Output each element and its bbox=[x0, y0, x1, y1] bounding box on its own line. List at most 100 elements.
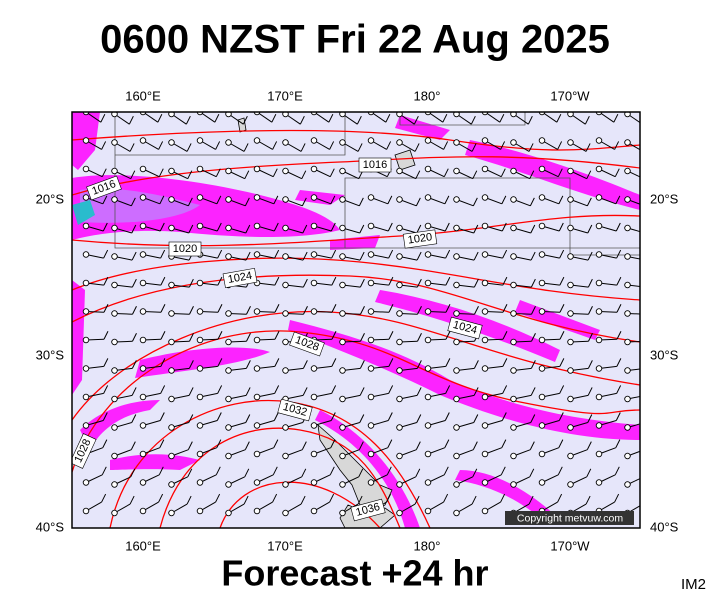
map-area: 1016 1016 1020 1020 1024 1024 1028 1028 … bbox=[72, 112, 649, 528]
wind-barb bbox=[473, 224, 479, 234]
wind-barb bbox=[339, 224, 346, 232]
wind-barb bbox=[196, 507, 204, 515]
wind-barb bbox=[396, 253, 403, 260]
wind-barb bbox=[139, 422, 147, 429]
wind-barb bbox=[616, 249, 622, 259]
wind-barb bbox=[567, 395, 574, 403]
wind-barb bbox=[413, 115, 419, 125]
wind-barb bbox=[139, 507, 147, 515]
wind-barb bbox=[225, 139, 232, 146]
wind-barb bbox=[339, 395, 346, 403]
wind-barb bbox=[217, 303, 223, 313]
map-frame bbox=[71, 111, 641, 529]
wind-barb bbox=[624, 310, 631, 317]
wind-barb bbox=[595, 479, 603, 486]
wind-barb bbox=[310, 308, 318, 315]
wind-barb bbox=[253, 450, 261, 458]
wind-barb bbox=[139, 450, 147, 458]
wind-barb bbox=[310, 365, 318, 372]
wind-barb bbox=[139, 251, 147, 258]
wind-barb bbox=[453, 367, 460, 374]
wind-barb bbox=[111, 310, 118, 317]
wind-barb bbox=[310, 393, 318, 401]
wind-barb bbox=[424, 479, 432, 486]
wind-barb bbox=[415, 197, 421, 207]
wind-barb bbox=[396, 452, 403, 460]
wind-barb bbox=[245, 224, 251, 234]
wind-barb bbox=[538, 336, 546, 344]
wind-barb bbox=[424, 165, 432, 173]
wind-barb bbox=[329, 466, 335, 476]
wind-barb bbox=[387, 195, 393, 205]
wind-barb bbox=[510, 481, 517, 488]
wind-barb bbox=[396, 424, 403, 431]
wind-barb bbox=[225, 112, 232, 118]
lon-label: 170°W bbox=[550, 88, 590, 103]
wind-barb bbox=[616, 331, 622, 340]
wind-barb bbox=[586, 441, 592, 450]
wind-barb bbox=[595, 308, 603, 315]
footer: Forecast +24 hr bbox=[221, 553, 488, 594]
wind-barb bbox=[481, 137, 489, 144]
wind-barb bbox=[253, 194, 261, 201]
wind-barb bbox=[310, 279, 318, 287]
isobar-label: 1020 bbox=[407, 231, 433, 246]
wind-barb bbox=[530, 387, 536, 396]
wind-barb bbox=[444, 222, 450, 232]
wind-barb bbox=[388, 303, 394, 313]
wind-barb bbox=[217, 331, 223, 340]
wind-barb bbox=[225, 424, 232, 431]
wind-barb bbox=[274, 331, 280, 340]
wind-barb bbox=[217, 276, 223, 286]
wind-barb bbox=[196, 222, 204, 230]
wind-barb bbox=[367, 393, 375, 401]
wind-barb bbox=[282, 481, 289, 488]
wind-barb bbox=[615, 222, 621, 232]
wind-barb bbox=[614, 493, 620, 503]
wind-barb bbox=[510, 281, 517, 289]
wind-barb bbox=[82, 393, 90, 401]
wind-barb bbox=[282, 310, 289, 317]
wind-barb bbox=[111, 481, 118, 488]
wind-barb bbox=[331, 358, 337, 367]
wind-barb bbox=[510, 310, 517, 317]
wind-barb bbox=[510, 338, 517, 346]
wind-barb bbox=[510, 139, 517, 146]
wind-barb bbox=[586, 468, 592, 478]
wind-barb bbox=[624, 424, 631, 431]
wind-barb bbox=[196, 450, 204, 458]
wind-barb bbox=[359, 251, 365, 261]
wind-barb bbox=[302, 278, 308, 288]
wind-barb bbox=[529, 197, 535, 207]
wind-barb bbox=[217, 358, 223, 367]
wind-barb bbox=[567, 139, 574, 146]
wind-barb bbox=[187, 468, 193, 478]
wind-barb bbox=[424, 222, 432, 230]
isobar-labels: 1016 1016 1020 1020 1024 1024 1028 1028 … bbox=[72, 157, 483, 522]
wind-barb bbox=[538, 222, 546, 230]
wind-barb bbox=[387, 439, 393, 448]
wind-barb bbox=[444, 412, 450, 421]
wind-barb bbox=[274, 358, 280, 367]
wind-barb bbox=[359, 387, 365, 396]
wind-barb bbox=[645, 306, 649, 314]
wind-barb bbox=[302, 251, 308, 261]
wind-barb bbox=[159, 439, 165, 448]
wind-barb bbox=[101, 141, 107, 150]
wind-barb bbox=[225, 253, 232, 260]
wind-barb bbox=[473, 414, 479, 423]
wind-barb bbox=[160, 358, 166, 367]
wind-barb bbox=[481, 165, 489, 173]
wind-barb bbox=[396, 338, 403, 346]
wind-barb bbox=[82, 336, 90, 344]
wind-barb bbox=[587, 224, 593, 234]
wind-barb bbox=[388, 249, 394, 259]
wind-barb bbox=[139, 194, 147, 201]
wind-barb bbox=[616, 358, 622, 367]
lon-label: 160°E bbox=[125, 538, 161, 553]
wind-barb bbox=[139, 165, 147, 173]
wind-barb bbox=[624, 167, 631, 175]
wind-barb bbox=[558, 222, 564, 232]
wind-barb bbox=[367, 251, 375, 258]
wind-barb bbox=[645, 225, 649, 233]
